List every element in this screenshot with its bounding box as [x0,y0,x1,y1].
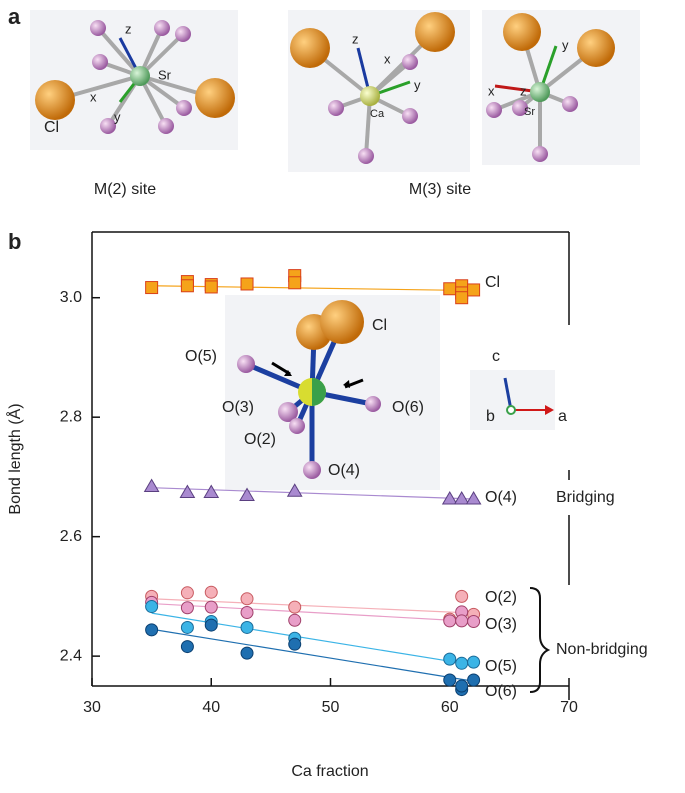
m2-structure [30,10,238,150]
series-label: Cl [485,274,500,291]
marker [145,623,159,637]
inset-structure [225,295,555,490]
axis-label: a [558,408,567,425]
fit-line [151,487,474,500]
series-label: O(2) [485,589,517,606]
marker [455,589,469,603]
marker [467,283,481,297]
marker [240,620,254,634]
y-tick-label: 2.6 [60,528,82,545]
marker [204,280,218,294]
atom-label: Sr [158,67,172,82]
x-tick-label: 60 [441,699,459,716]
atom-label: x [488,83,495,98]
axis-label: b [486,408,495,425]
marker [288,613,302,627]
atom-label: O(3) [222,399,254,416]
panel-label: a [8,4,21,29]
marker [204,585,218,599]
marker [179,484,196,498]
marker [288,276,302,290]
y-tick-label: 2.4 [60,647,82,664]
marker [443,652,457,666]
atom-label: x [384,51,391,66]
axis-label: c [492,348,500,365]
m3-sr-structure [482,10,640,165]
atom-label: y [414,77,421,92]
marker [443,673,457,687]
x-axis-title: Ca fraction [291,763,368,780]
marker [455,291,469,305]
series-label: O(5) [485,658,517,675]
x-tick-label: 70 [560,699,578,716]
y-tick-label: 3.0 [60,289,82,306]
atom-label: z [352,31,359,46]
atom-label: O(2) [244,431,276,448]
site-caption: M(2) site [94,181,156,198]
marker [443,282,457,296]
marker [180,620,194,634]
atom-label: O(6) [392,399,424,416]
fit-line [151,285,474,292]
fit-line [151,598,474,614]
marker [204,618,218,632]
marker [240,606,254,620]
marker [286,483,303,497]
x-tick-label: 30 [83,699,101,716]
marker [143,478,160,492]
marker [453,491,470,505]
marker [467,673,481,687]
atom-label: Cl [44,119,59,136]
marker [204,600,218,614]
annotation: Bridging [556,489,615,506]
marker [180,279,194,293]
site-caption: M(3) site [409,181,471,198]
marker [203,484,220,498]
series-label: O(3) [485,616,517,633]
marker [455,656,469,670]
marker [180,640,194,654]
marker [240,646,254,660]
series-label: O(6) [485,683,517,700]
marker [145,281,159,295]
annotation: Non-bridging [556,641,648,658]
marker [467,614,481,628]
m3-ca-structure [288,10,470,172]
marker [145,600,159,614]
atom-label: Sr [524,106,535,118]
marker [441,491,458,505]
marker [288,600,302,614]
marker [465,491,482,505]
atom-label: Ca [370,108,385,120]
panel-label: b [8,229,21,254]
x-tick-label: 40 [202,699,220,716]
marker [180,586,194,600]
y-tick-label: 2.8 [60,408,82,425]
marker [239,487,255,501]
x-tick-label: 50 [322,699,340,716]
atom-label: O(5) [185,348,217,365]
atom-label: z [520,83,527,98]
marker [240,592,254,606]
marker [288,637,302,651]
fit-line [151,628,474,682]
marker [180,601,194,615]
y-axis-title: Bond length (Å) [5,403,24,514]
atom-label: O(4) [328,462,360,479]
atom-label: y [114,109,121,124]
series-label: O(4) [485,489,517,506]
fit-line [151,612,474,666]
marker [467,655,481,669]
bracket [529,587,551,693]
atom-label: z [125,21,132,36]
atom-label: Cl [372,317,387,334]
marker [240,277,254,291]
marker [443,614,457,628]
atom-label: x [90,89,97,104]
atom-label: y [562,37,569,52]
marker [455,614,469,628]
marker [455,679,469,693]
